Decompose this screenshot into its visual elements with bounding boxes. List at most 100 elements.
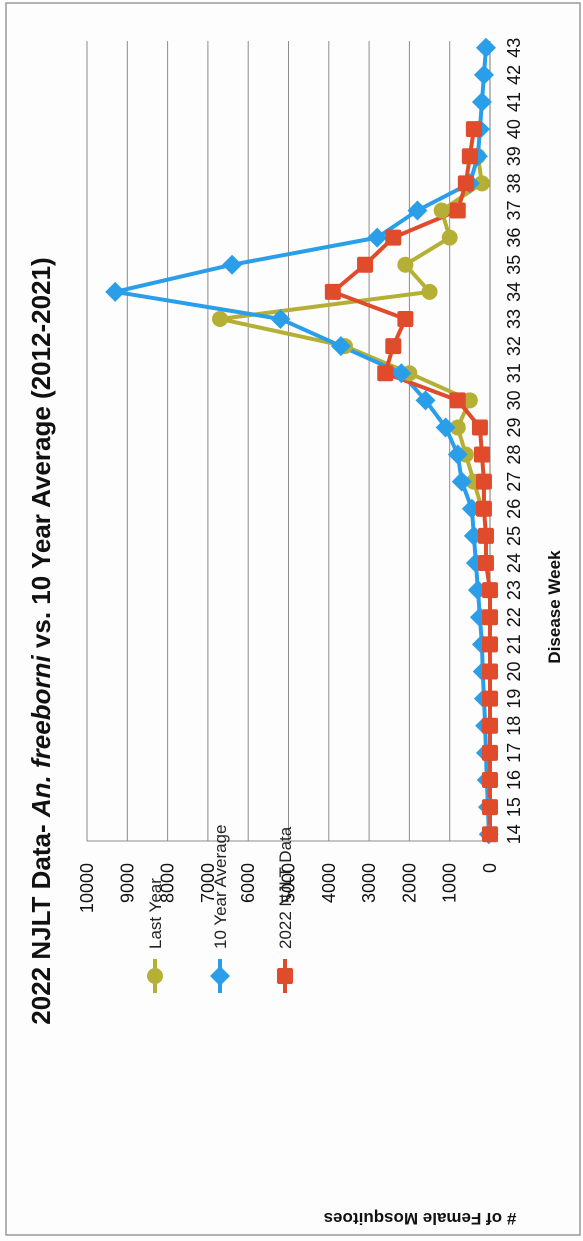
data-point bbox=[449, 419, 466, 436]
data-point bbox=[435, 417, 456, 438]
x-tick-label: 19 bbox=[504, 689, 524, 709]
x-tick-label: 16 bbox=[504, 770, 524, 790]
data-point bbox=[482, 663, 498, 680]
y-tick-label: 6000 bbox=[238, 863, 258, 903]
x-tick-label: 21 bbox=[504, 634, 524, 654]
data-point bbox=[475, 473, 492, 490]
x-tick-label: 26 bbox=[504, 499, 524, 519]
x-tick-label: 42 bbox=[504, 65, 524, 85]
y-tick-label: 10000 bbox=[77, 863, 97, 913]
data-point bbox=[270, 308, 291, 329]
data-point bbox=[211, 310, 228, 327]
x-tick-label: 41 bbox=[504, 92, 524, 112]
data-point bbox=[461, 148, 478, 165]
data-point bbox=[397, 310, 414, 327]
y-tick-label: 0 bbox=[480, 863, 500, 873]
x-tick-label: 22 bbox=[504, 607, 524, 627]
x-tick-labels: 14 15 16 17 18 19 20 21 22 23 24 25 26 27 28 29 30 31 32 33… bbox=[504, 38, 524, 844]
x-tick-label: 30 bbox=[504, 390, 524, 410]
x-tick-label: 24 bbox=[504, 553, 524, 573]
x-tick-label: 23 bbox=[504, 580, 524, 600]
x-tick-label: 27 bbox=[504, 472, 524, 492]
data-point bbox=[105, 281, 126, 302]
x-tick-label: 36 bbox=[504, 228, 524, 248]
x-tick-label: 43 bbox=[504, 38, 524, 58]
data-point bbox=[473, 446, 490, 463]
data-point bbox=[451, 471, 472, 492]
y-tick-label: 5000 bbox=[279, 863, 299, 903]
y-axis-title: # of Female Mosquitoes bbox=[324, 1209, 517, 1228]
data-point bbox=[385, 229, 402, 246]
legend-label: 2022 NJLT Data bbox=[276, 826, 295, 949]
y-tick-label: 7000 bbox=[198, 863, 218, 903]
data-point bbox=[477, 527, 494, 544]
x-tick-label: 25 bbox=[504, 526, 524, 546]
x-tick-label: 39 bbox=[504, 146, 524, 166]
y-tick-label: 4000 bbox=[319, 863, 339, 903]
x-tick-label: 20 bbox=[504, 661, 524, 681]
data-point bbox=[385, 338, 402, 355]
data-point bbox=[397, 256, 414, 273]
chart-title: 2022 NJLT Data- An. freeborni vs. 10 Yea… bbox=[26, 257, 56, 1024]
x-tick-label: 40 bbox=[504, 119, 524, 139]
y-tick-label: 3000 bbox=[359, 863, 379, 903]
data-point bbox=[461, 392, 478, 409]
x-tick-label: 34 bbox=[504, 282, 524, 302]
data-point bbox=[391, 363, 412, 384]
chart-border bbox=[5, 2, 581, 1236]
data-point bbox=[324, 283, 341, 300]
x-tick-label: 37 bbox=[504, 200, 524, 220]
data-point bbox=[407, 200, 428, 221]
data-point bbox=[367, 227, 388, 248]
y-tick-labels: 0 1000 2000 3000 4000 5000 6000 7000 8000 9000 100… bbox=[77, 863, 500, 913]
data-point bbox=[449, 392, 466, 409]
data-point bbox=[482, 609, 498, 626]
data-point bbox=[147, 968, 163, 984]
data-point bbox=[482, 636, 498, 653]
x-tick-label: 31 bbox=[504, 363, 524, 383]
data-point bbox=[473, 175, 490, 192]
x-tick-label: 35 bbox=[504, 255, 524, 275]
data-point bbox=[421, 283, 438, 300]
x-tick-label: 32 bbox=[504, 336, 524, 356]
gridlines bbox=[86, 41, 491, 842]
x-axis-title: Disease Week bbox=[545, 550, 564, 664]
data-point bbox=[457, 175, 474, 192]
x-tick-label: 15 bbox=[504, 797, 524, 817]
data-point bbox=[482, 582, 498, 599]
y-tick-label: 8000 bbox=[158, 863, 178, 903]
y-tick-label: 9000 bbox=[117, 863, 137, 903]
data-point bbox=[475, 500, 492, 517]
data-point bbox=[482, 799, 498, 816]
legend-label: 10 Year Average bbox=[211, 825, 230, 949]
chart-title-rest: vs. 10 Year Average (2012-2021) bbox=[26, 257, 56, 655]
x-tick-label: 33 bbox=[504, 309, 524, 329]
data-point bbox=[473, 64, 494, 85]
data-point bbox=[330, 336, 351, 357]
data-point bbox=[482, 826, 498, 843]
data-point bbox=[471, 419, 488, 436]
data-point bbox=[357, 256, 374, 273]
data-point bbox=[482, 744, 498, 761]
data-point bbox=[482, 771, 498, 788]
x-tick-label: 17 bbox=[504, 743, 524, 763]
data-point bbox=[465, 121, 482, 138]
data-point bbox=[210, 966, 230, 986]
data-point bbox=[415, 390, 436, 411]
data-point bbox=[433, 202, 450, 219]
data-point bbox=[222, 254, 243, 275]
data-point bbox=[482, 717, 498, 734]
series-line-2 bbox=[113, 47, 491, 835]
y-tick-label: 1000 bbox=[440, 863, 460, 903]
x-tick-label: 29 bbox=[504, 417, 524, 437]
y-tick-label: 2000 bbox=[399, 863, 419, 903]
series-markers bbox=[105, 37, 499, 845]
data-point bbox=[277, 968, 293, 984]
data-point bbox=[377, 365, 394, 382]
data-point bbox=[471, 92, 492, 113]
data-point bbox=[447, 444, 468, 465]
data-point bbox=[477, 555, 494, 572]
data-point bbox=[475, 37, 496, 58]
legend-label: Last Year bbox=[146, 878, 165, 949]
